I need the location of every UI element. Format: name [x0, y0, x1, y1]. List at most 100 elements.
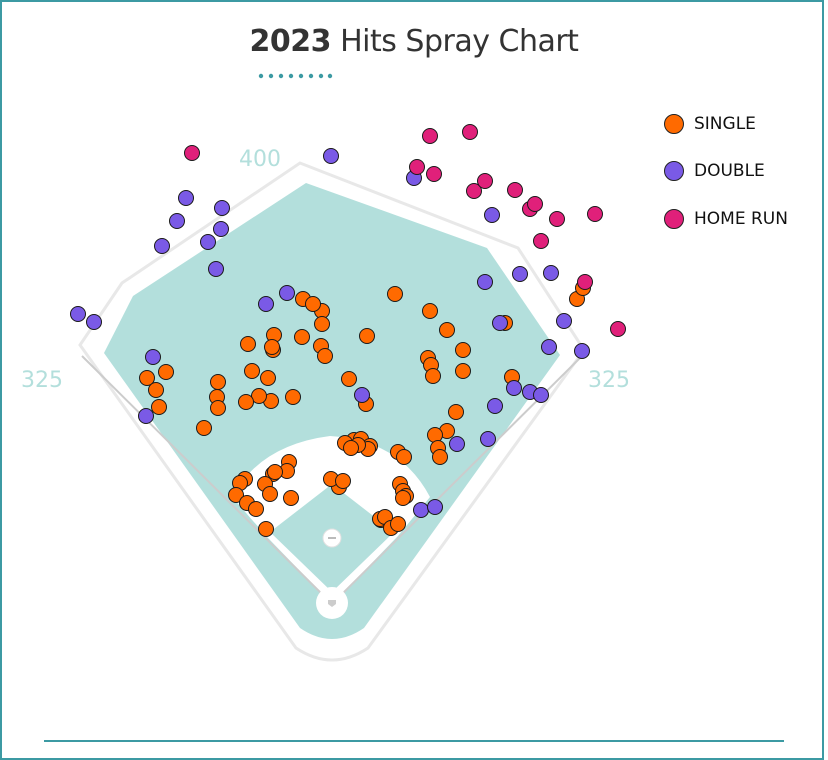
hit-point-double [169, 213, 185, 229]
hit-point-double [214, 200, 230, 216]
hit-point-single [267, 464, 283, 480]
hit-point-home-run [610, 321, 626, 337]
hit-point-single [158, 364, 174, 380]
title-rest: Hits Spray Chart [331, 24, 579, 59]
hit-point-home-run [409, 159, 425, 175]
hit-point-double [427, 499, 443, 515]
hit-point-single [427, 427, 443, 443]
hit-point-home-run [587, 206, 603, 222]
hit-point-single [390, 516, 406, 532]
hit-point-home-run [184, 145, 200, 161]
hit-point-single [455, 363, 471, 379]
hit-point-double [506, 380, 522, 396]
hit-point-double [178, 190, 194, 206]
hit-point-single [148, 382, 164, 398]
hit-point-double [413, 502, 429, 518]
bottom-rule [44, 740, 784, 742]
hit-point-double [258, 296, 274, 312]
legend-item-home-run: HOME RUN [664, 195, 788, 243]
hit-points [70, 124, 626, 537]
legend-swatch-double [664, 161, 684, 182]
hit-point-double [512, 266, 528, 282]
hit-point-double [279, 285, 295, 301]
hit-point-home-run [477, 173, 493, 189]
hit-point-single [210, 400, 226, 416]
hit-point-double [574, 343, 590, 359]
hit-point-home-run [549, 211, 565, 227]
hit-point-home-run [462, 124, 478, 140]
hit-point-single [238, 394, 254, 410]
hit-point-double [541, 339, 557, 355]
hit-point-double [70, 306, 86, 322]
hit-point-double [492, 315, 508, 331]
hit-point-single [228, 487, 244, 503]
hit-point-home-run [422, 128, 438, 144]
hit-point-double [480, 431, 496, 447]
hit-point-double [487, 398, 503, 414]
hit-point-double [208, 261, 224, 277]
hit-point-home-run [426, 166, 442, 182]
legend-item-single: SINGLE [664, 100, 788, 148]
hit-point-home-run [533, 233, 549, 249]
hit-point-single [335, 473, 351, 489]
hit-point-double [533, 387, 549, 403]
hit-point-home-run [507, 182, 523, 198]
hit-point-double [323, 148, 339, 164]
hit-point-single [439, 322, 455, 338]
hit-point-double [86, 314, 102, 330]
hit-point-single [341, 371, 357, 387]
hit-point-single [425, 368, 441, 384]
hit-point-single [244, 363, 260, 379]
hit-point-single [432, 449, 448, 465]
distance-label-right: 325 [588, 368, 630, 393]
hit-point-single [455, 342, 471, 358]
legend-item-double: DOUBLE [664, 148, 788, 196]
home-plate [328, 600, 336, 607]
title-year: 2023 [249, 24, 332, 59]
hit-point-single [258, 521, 274, 537]
hit-point-single [396, 449, 412, 465]
hit-point-single [151, 399, 167, 415]
hit-point-double [484, 207, 500, 223]
title-underline-dots [258, 73, 333, 79]
legend-label-home-run: HOME RUN [694, 208, 788, 229]
hit-point-single [196, 420, 212, 436]
hit-point-single [387, 286, 403, 302]
hit-point-single [359, 328, 375, 344]
hit-point-single [248, 501, 264, 517]
hit-point-single [294, 329, 310, 345]
hit-point-double [200, 234, 216, 250]
hit-point-single [251, 388, 267, 404]
legend-swatch-single [664, 113, 684, 134]
hit-point-single [264, 339, 280, 355]
hit-point-double [556, 313, 572, 329]
hit-point-single [283, 490, 299, 506]
hit-point-single [260, 370, 276, 386]
hit-point-double [354, 387, 370, 403]
hit-point-double [543, 265, 559, 281]
distance-label-left: 325 [21, 368, 63, 393]
hit-point-double [449, 436, 465, 452]
hit-point-single [139, 370, 155, 386]
legend: SINGLE DOUBLE HOME RUN [664, 100, 788, 243]
hit-point-home-run [466, 183, 482, 199]
hit-point-single [317, 348, 333, 364]
hit-point-single [448, 404, 464, 420]
hit-point-double [154, 238, 170, 254]
chart-title: 2023 Hits Spray Chart [0, 24, 828, 59]
hit-point-single [343, 440, 359, 456]
hit-point-single [240, 336, 256, 352]
hit-point-double [477, 274, 493, 290]
hit-point-single [395, 490, 411, 506]
hit-point-home-run [527, 196, 543, 212]
left-foul-line [81, 355, 333, 605]
hit-point-single [262, 486, 278, 502]
hit-point-single [422, 303, 438, 319]
distance-label-center: 400 [239, 147, 281, 172]
legend-swatch-home-run [664, 208, 684, 229]
legend-label-single: SINGLE [694, 113, 756, 134]
field-grass [104, 183, 560, 639]
hit-point-single [285, 389, 301, 405]
hit-point-single [210, 374, 226, 390]
